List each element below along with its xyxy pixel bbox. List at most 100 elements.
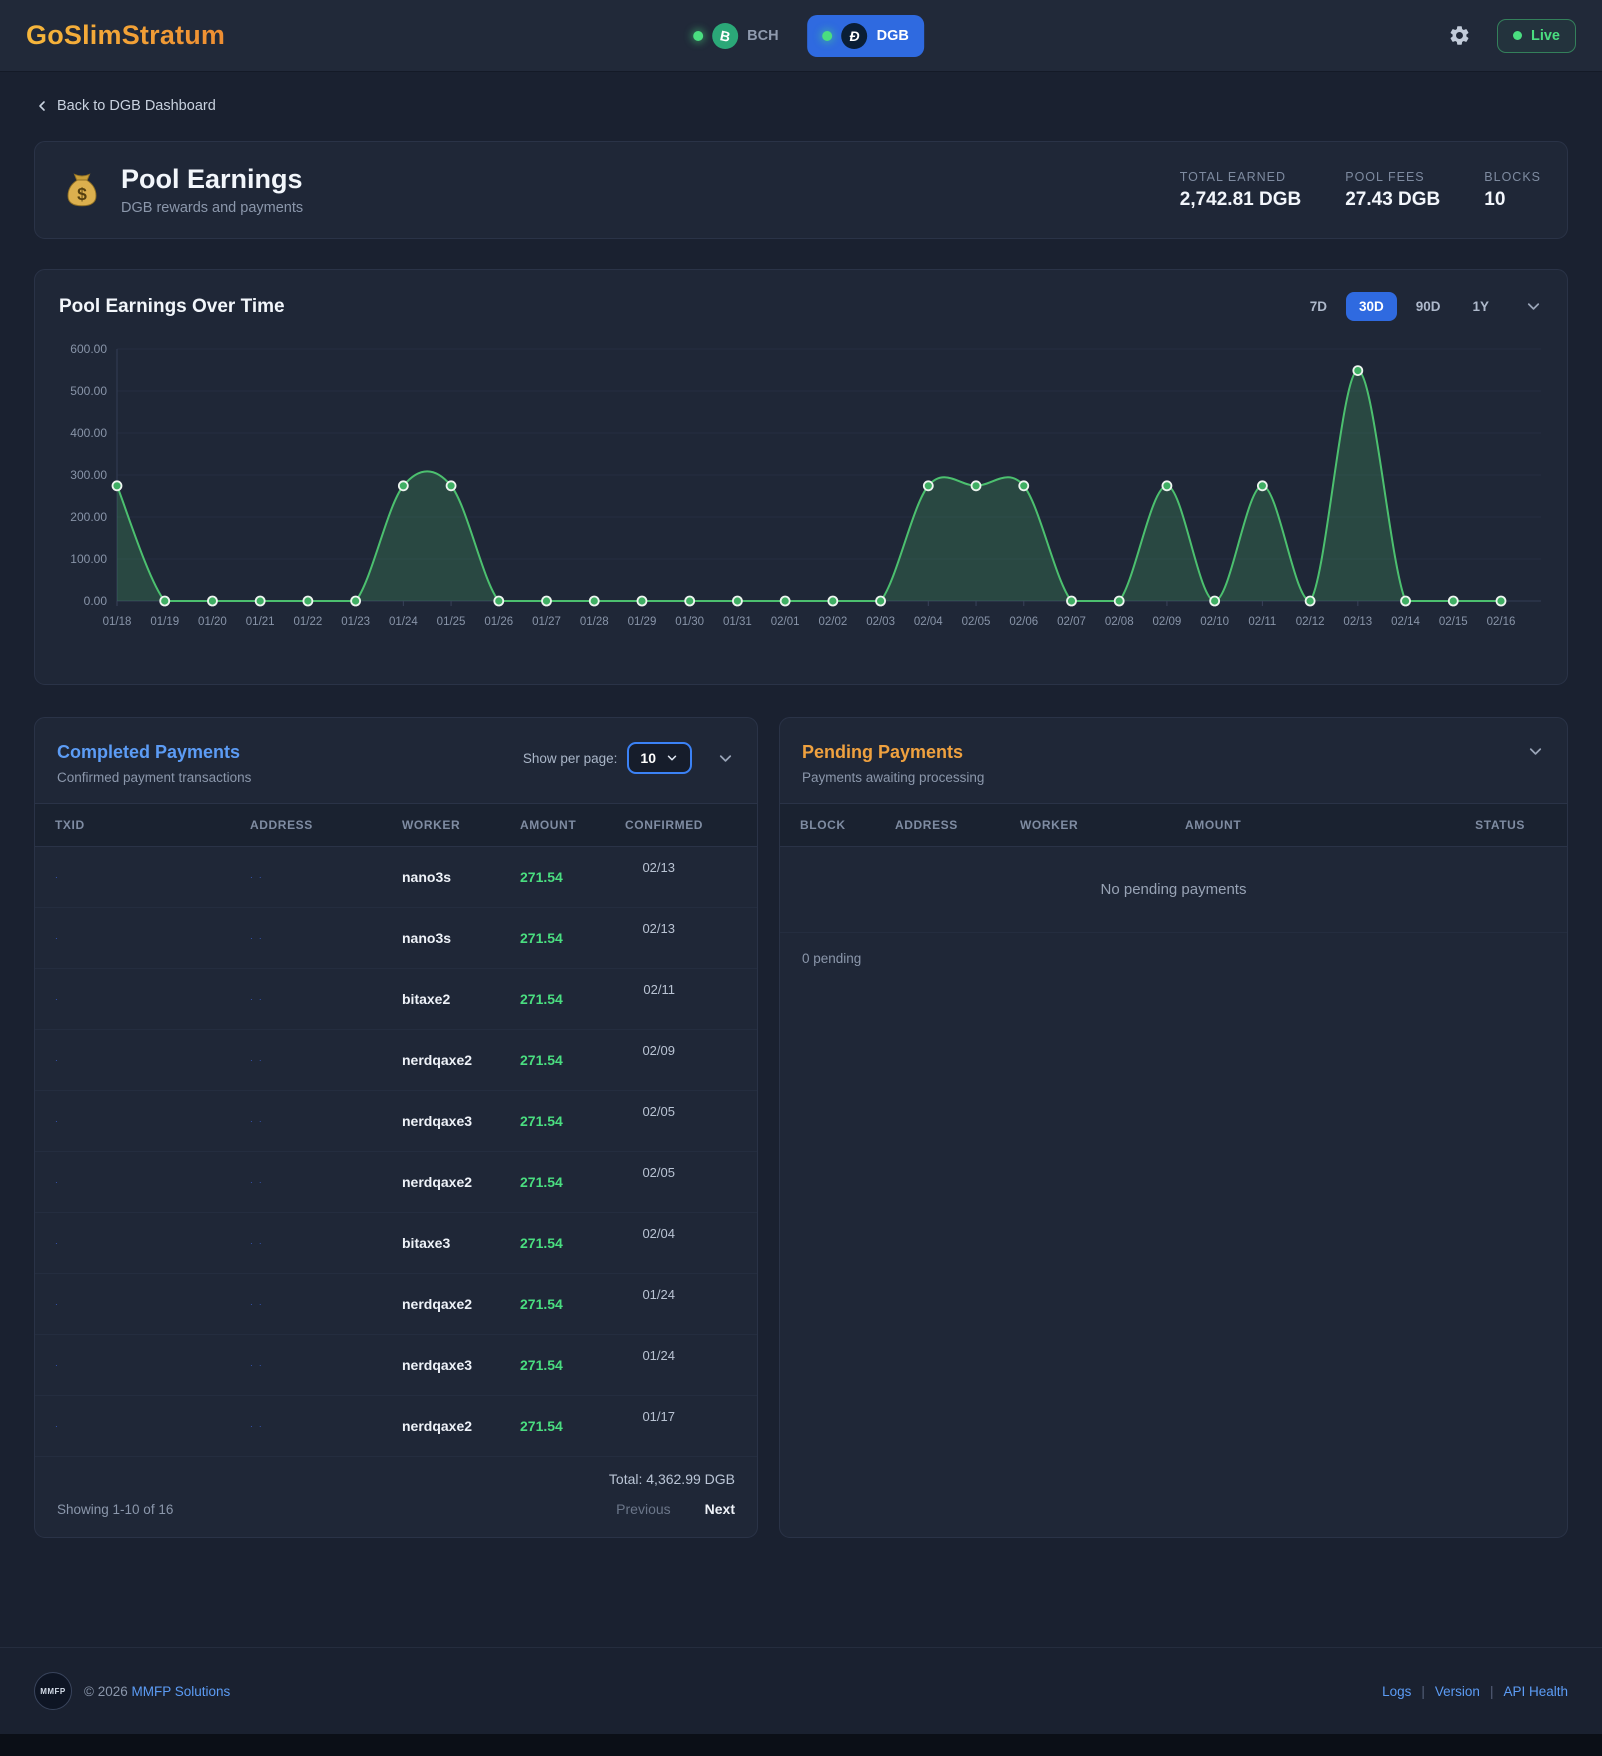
bch-status-dot bbox=[693, 30, 704, 41]
data-point-marker bbox=[1161, 480, 1173, 492]
txid-link[interactable]: · bbox=[55, 1055, 60, 1065]
payment-amount: 271.54 bbox=[520, 1357, 563, 1373]
x-axis-tick-label: 01/26 bbox=[484, 616, 513, 628]
x-axis-tick-label: 01/19 bbox=[150, 616, 179, 628]
address-link[interactable]: · · bbox=[250, 1360, 264, 1370]
address-link[interactable]: · · bbox=[250, 933, 264, 943]
coin-tab-dgb[interactable]: Đ DGB bbox=[807, 14, 924, 57]
y-axis-tick-label: 500.00 bbox=[70, 384, 107, 398]
data-point-marker bbox=[111, 480, 123, 492]
data-point-marker bbox=[1447, 595, 1459, 607]
y-axis-tick-label: 200.00 bbox=[70, 510, 107, 524]
money-bag-icon: $ bbox=[61, 169, 103, 211]
version-link[interactable]: Version bbox=[1434, 1683, 1480, 1699]
range-button-7d[interactable]: 7D bbox=[1297, 292, 1340, 321]
select-chevron-icon bbox=[667, 755, 677, 761]
earnings-line bbox=[116, 369, 1501, 603]
txid-link[interactable]: · bbox=[55, 933, 60, 943]
breadcrumb-back-link[interactable]: Back to DGB Dashboard bbox=[34, 98, 216, 114]
data-point-marker bbox=[159, 595, 171, 607]
data-point-marker bbox=[397, 480, 409, 492]
data-point-marker bbox=[875, 595, 886, 607]
data-point-marker bbox=[1209, 595, 1221, 607]
completed-collapse-chevron-icon[interactable] bbox=[716, 749, 735, 768]
live-status-badge: Live bbox=[1496, 18, 1576, 53]
bch-coin-icon: B bbox=[712, 22, 739, 49]
next-page-button[interactable]: Next bbox=[704, 1501, 735, 1517]
txid-link[interactable]: · bbox=[55, 1421, 60, 1431]
table-row: · · · bitaxe3 271.54 02/04 bbox=[35, 1213, 757, 1274]
x-axis-tick-label: 02/07 bbox=[1057, 616, 1086, 628]
coin-tab-bch[interactable]: B BCH bbox=[678, 15, 793, 57]
worker-name: bitaxe3 bbox=[402, 1235, 451, 1251]
pending-count: 0 pending bbox=[802, 951, 862, 966]
data-point-marker bbox=[732, 595, 743, 607]
address-link[interactable]: · · bbox=[250, 1055, 264, 1065]
app-logo: GoSlimStratum bbox=[26, 20, 226, 50]
table-row: · · · nerdqaxe2 271.54 02/05 bbox=[35, 1152, 757, 1213]
worker-name: nerdqaxe2 bbox=[402, 1296, 473, 1312]
txid-link[interactable]: · bbox=[55, 1116, 60, 1126]
chart-title: Pool Earnings Over Time bbox=[59, 295, 285, 317]
completed-payments-title: Completed Payments bbox=[57, 742, 241, 762]
address-link[interactable]: · · bbox=[250, 1177, 264, 1187]
payment-amount: 271.54 bbox=[520, 1296, 563, 1312]
confirmed-date: 02/09 bbox=[642, 1042, 675, 1058]
confirmed-date: 01/17 bbox=[642, 1408, 675, 1424]
txid-link[interactable]: · bbox=[55, 872, 60, 882]
x-axis-tick-label: 01/23 bbox=[341, 616, 370, 628]
txid-link[interactable]: · bbox=[55, 994, 60, 1004]
chevron-left-icon bbox=[39, 101, 45, 111]
previous-page-button[interactable]: Previous bbox=[616, 1501, 671, 1517]
confirmed-date: 01/24 bbox=[642, 1347, 675, 1363]
address-link[interactable]: · · bbox=[250, 1116, 264, 1126]
company-link[interactable]: MMFP Solutions bbox=[131, 1683, 231, 1699]
x-axis-tick-label: 01/27 bbox=[532, 616, 561, 628]
per-page-select[interactable]: 10 bbox=[627, 742, 692, 774]
data-point-marker bbox=[588, 595, 600, 607]
address-link[interactable]: · · bbox=[250, 1299, 264, 1309]
api-health-link[interactable]: API Health bbox=[1503, 1683, 1568, 1699]
data-point-marker bbox=[302, 595, 314, 607]
address-link[interactable]: · · bbox=[250, 994, 264, 1004]
completed-total: Total: 4,362.99 DGB bbox=[608, 1471, 735, 1487]
x-axis-tick-label: 02/01 bbox=[771, 616, 800, 628]
txid-link[interactable]: · bbox=[55, 1238, 60, 1248]
txid-link[interactable]: · bbox=[55, 1177, 60, 1187]
txid-link[interactable]: · bbox=[55, 1299, 60, 1309]
table-row: · · · nerdqaxe2 271.54 01/24 bbox=[35, 1274, 757, 1335]
chart-collapse-chevron-icon[interactable] bbox=[1524, 297, 1543, 316]
x-axis-tick-label: 01/31 bbox=[723, 616, 752, 628]
range-button-90d[interactable]: 90D bbox=[1403, 292, 1454, 321]
y-axis-tick-label: 0.00 bbox=[84, 594, 108, 608]
data-point-marker bbox=[970, 480, 982, 492]
x-axis-tick-label: 01/29 bbox=[628, 616, 657, 628]
txid-link[interactable]: · bbox=[55, 1360, 60, 1370]
dgb-status-dot bbox=[822, 30, 833, 41]
y-axis-tick-label: 100.00 bbox=[70, 552, 107, 566]
address-link[interactable]: · · bbox=[250, 1238, 264, 1248]
range-button-1y[interactable]: 1Y bbox=[1459, 292, 1502, 321]
logs-link[interactable]: Logs bbox=[1382, 1683, 1412, 1699]
dgb-label: DGB bbox=[876, 27, 909, 44]
settings-gear-icon[interactable] bbox=[1448, 24, 1471, 47]
earnings-area-chart: 0.00 100.00 200.00 300.00 400.00 500.00 600.00… bbox=[59, 333, 1543, 670]
y-axis-tick-label: 300.00 bbox=[70, 468, 107, 482]
page-footer: MMFP © 2026 MMFP Solutions Logs | Versio… bbox=[0, 1647, 1602, 1734]
copyright-text: © 2026 bbox=[84, 1683, 128, 1699]
address-link[interactable]: · · bbox=[250, 1421, 264, 1431]
address-link[interactable]: · · bbox=[250, 872, 264, 882]
top-bar: GoSlimStratum B BCH Đ DGB Live bbox=[0, 0, 1602, 72]
pending-collapse-chevron-icon[interactable] bbox=[1526, 742, 1545, 761]
x-axis-tick-label: 02/09 bbox=[1153, 616, 1182, 628]
payment-amount: 271.54 bbox=[520, 1235, 563, 1251]
x-axis-tick-label: 02/03 bbox=[866, 616, 895, 628]
confirmed-date: 02/11 bbox=[643, 981, 675, 997]
data-point-marker bbox=[827, 595, 839, 607]
range-button-30d[interactable]: 30D bbox=[1345, 292, 1397, 321]
y-axis-tick-label: 400.00 bbox=[70, 426, 107, 440]
x-axis-tick-label: 02/02 bbox=[818, 616, 847, 628]
data-point-marker bbox=[1352, 365, 1364, 377]
confirmed-date: 02/05 bbox=[642, 1103, 675, 1119]
pending-table-header: BLOCK ADDRESS WORKER AMOUNT STATUS bbox=[780, 803, 1567, 847]
